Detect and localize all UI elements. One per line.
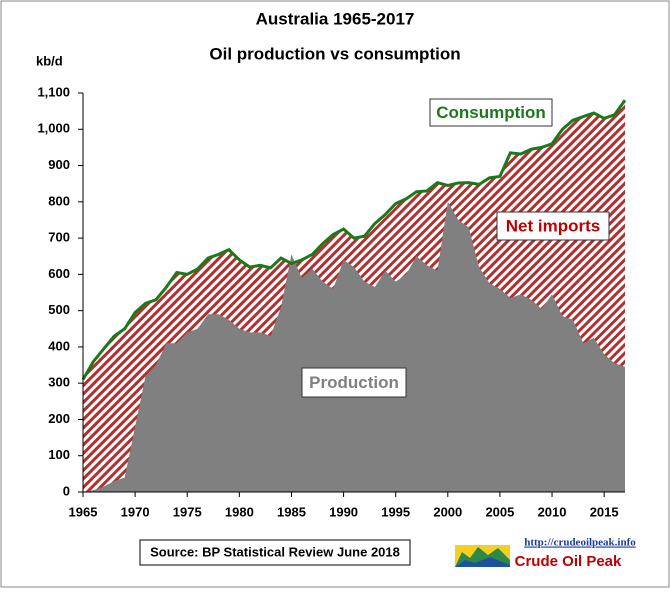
logo-url: http://crudeoilpeak.info bbox=[524, 537, 636, 549]
plot-area: 0 100 200 300 400 500 600 700 800 900 1,000 1,100 19… bbox=[37, 84, 627, 519]
source: Source: BP Statistical Review June 2018 bbox=[150, 544, 400, 559]
y-tick-label: 1,000 bbox=[37, 121, 70, 136]
logo-name: Crude Oil Peak bbox=[515, 553, 622, 570]
annotation: Net imports bbox=[506, 216, 600, 235]
y-tick-label: 600 bbox=[48, 266, 70, 281]
chart-title: Australia 1965-2017 bbox=[256, 9, 415, 28]
legend-label-box bbox=[301, 367, 407, 398]
x-tick-label: 2000 bbox=[433, 504, 462, 519]
chart-subtitle: Oil production vs consumption bbox=[209, 44, 460, 63]
y-axis-label: kb/d bbox=[36, 53, 63, 68]
x-tick-label: 1995 bbox=[381, 504, 410, 519]
y-tick-label: 500 bbox=[48, 302, 70, 317]
legend-label: Production bbox=[309, 373, 399, 392]
x-tick-label: 1970 bbox=[121, 504, 150, 519]
x-tick-label: 1990 bbox=[329, 504, 358, 519]
x-tick-label: 2005 bbox=[485, 504, 514, 519]
logo-graphic bbox=[455, 557, 510, 567]
x-tick-label: 1965 bbox=[69, 504, 98, 519]
x-tick-label: 2015 bbox=[590, 504, 619, 519]
y-tick-label: 700 bbox=[48, 230, 70, 245]
x-tick-label: 1985 bbox=[277, 504, 306, 519]
y-tick-label: 100 bbox=[48, 447, 70, 462]
legend-label-box bbox=[429, 98, 553, 127]
y-tick-label: 200 bbox=[48, 411, 70, 426]
logo: http://crudeoilpeak.info Crude Oil Peak bbox=[455, 537, 636, 570]
consumption-line bbox=[81, 99, 627, 381]
y-tick-label: 0 bbox=[63, 483, 70, 498]
legend-label: Consumption bbox=[436, 103, 546, 122]
y-tick-label: 1,100 bbox=[37, 84, 70, 99]
y-tick-label: 400 bbox=[48, 338, 70, 353]
annotations: Consumption Net imports Production bbox=[301, 98, 610, 398]
y-tick-label: 800 bbox=[48, 193, 70, 208]
x-tick-label: 1980 bbox=[225, 504, 254, 519]
x-tick-label: 2010 bbox=[538, 504, 567, 519]
production-area bbox=[83, 201, 625, 492]
y-tick-label: 900 bbox=[48, 157, 70, 172]
y-tick-label: 300 bbox=[48, 375, 70, 390]
x-tick-label: 1975 bbox=[173, 504, 202, 519]
source-box bbox=[139, 539, 411, 566]
annotation-box bbox=[496, 211, 610, 241]
